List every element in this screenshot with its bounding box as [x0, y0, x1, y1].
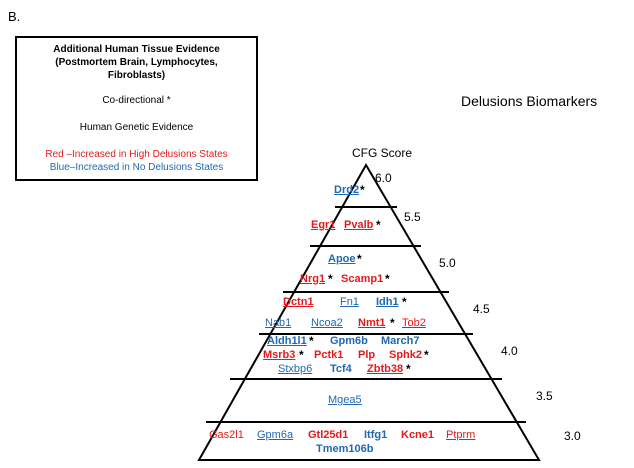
gene-label: Plp — [358, 349, 376, 361]
gene-label: Ncoa2 — [311, 317, 343, 329]
legend-blue-text: Blue–Increased in No Delusions States — [49, 162, 224, 173]
gene-label: Idh1 — [376, 296, 399, 308]
gene-label: Nrg1 — [300, 273, 326, 285]
gene-label: Kcne1 — [401, 429, 435, 441]
gene-label: Nmt1 — [358, 317, 386, 329]
legend-genetic: Human Genetic Evidence — [79, 122, 194, 133]
codirectional-star: * — [424, 348, 429, 362]
gene-label: Aldh1l1 — [267, 335, 307, 347]
gene-label: Tcf4 — [330, 363, 352, 375]
gene-label: Ptprm — [446, 429, 476, 441]
gene-label: Mgea5 — [328, 394, 362, 406]
legend-box: Additional Human Tissue Evidence (Postmo… — [15, 36, 258, 181]
gene-label: Gtl25d1 — [308, 429, 349, 441]
codirectional-star: * — [376, 218, 381, 232]
gene-label: Dctn1 — [283, 296, 314, 308]
gene-label: Drd2 — [334, 184, 360, 196]
codirectional-star: * — [309, 334, 314, 348]
gene-label: Itfg1 — [364, 429, 388, 441]
legend-title-line: Fibroblasts) — [107, 70, 166, 81]
gene-label: Pctk1 — [314, 349, 344, 361]
gene-label: Gas2l1 — [209, 429, 244, 441]
codirectional-star: * — [385, 272, 390, 286]
gene-label: Egr1 — [311, 219, 336, 231]
codirectional-star: * — [360, 183, 365, 197]
gene-label: Nab1 — [265, 317, 292, 329]
pyramid-outline — [197, 162, 541, 461]
legend-title-line: Additional Human Tissue Evidence — [53, 44, 220, 55]
gene-label: Msrb3 — [263, 349, 296, 361]
gene-label: Sphk2 — [389, 349, 423, 361]
gene-label: Apoe — [328, 253, 356, 265]
score-label: 3.0 — [564, 429, 581, 443]
legend-title-line: (Postmortem Brain, Lymphocytes, — [55, 57, 218, 68]
score-label: 4.5 — [473, 302, 490, 316]
gene-label: Stxbp6 — [278, 363, 313, 375]
legend-red-text: Red –Increased in High Delusions States — [45, 149, 228, 160]
gene-label: Scamp1 — [341, 273, 384, 285]
gene-label: Tob2 — [402, 317, 426, 329]
codirectional-star: * — [406, 362, 411, 376]
score-label: 6.0 — [375, 171, 392, 185]
score-label: 5.0 — [439, 256, 456, 270]
gene-label: Tmem106b — [316, 443, 374, 455]
cfg-score-label: CFG Score — [352, 146, 413, 160]
gene-label: Gpm6b — [330, 335, 368, 347]
codirectional-star: * — [402, 295, 407, 309]
diagram-title: Delusions Biomarkers — [461, 93, 598, 109]
legend-codirectional: Co-directional * — [102, 95, 171, 106]
gene-label: March7 — [381, 335, 420, 347]
codirectional-star: * — [299, 348, 304, 362]
legend-title: Additional Human Tissue Evidence (Postmo… — [17, 43, 256, 82]
codirectional-star: * — [390, 316, 395, 330]
gene-label: Pvalb — [344, 219, 374, 231]
codirectional-star: * — [328, 272, 333, 286]
score-label: 3.5 — [536, 389, 553, 403]
gene-label: Zbtb38 — [367, 363, 404, 375]
score-label: 5.5 — [404, 210, 421, 224]
panel-label: B. — [8, 9, 21, 24]
codirectional-star: * — [357, 252, 362, 266]
gene-label: Gpm6a — [257, 429, 294, 441]
score-label: 4.0 — [501, 344, 518, 358]
gene-label: Fn1 — [340, 296, 359, 308]
